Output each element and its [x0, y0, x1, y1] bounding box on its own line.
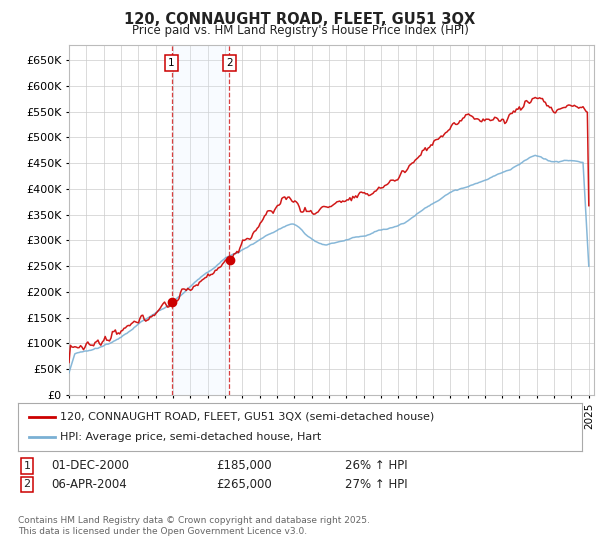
Text: 1: 1	[168, 58, 175, 68]
Text: 06-APR-2004: 06-APR-2004	[51, 478, 127, 491]
Text: HPI: Average price, semi-detached house, Hart: HPI: Average price, semi-detached house,…	[60, 432, 322, 442]
Text: 120, CONNAUGHT ROAD, FLEET, GU51 3QX: 120, CONNAUGHT ROAD, FLEET, GU51 3QX	[124, 12, 476, 27]
Text: 2: 2	[23, 479, 31, 489]
Text: £265,000: £265,000	[216, 478, 272, 491]
Bar	[172, 45, 229, 395]
Text: Contains HM Land Registry data © Crown copyright and database right 2025.
This d: Contains HM Land Registry data © Crown c…	[18, 516, 370, 536]
Text: 01-DEC-2000: 01-DEC-2000	[51, 459, 129, 473]
Text: 26% ↑ HPI: 26% ↑ HPI	[345, 459, 407, 473]
Text: 2: 2	[226, 58, 233, 68]
Text: Price paid vs. HM Land Registry's House Price Index (HPI): Price paid vs. HM Land Registry's House …	[131, 24, 469, 36]
Text: 120, CONNAUGHT ROAD, FLEET, GU51 3QX (semi-detached house): 120, CONNAUGHT ROAD, FLEET, GU51 3QX (se…	[60, 412, 434, 422]
Text: 27% ↑ HPI: 27% ↑ HPI	[345, 478, 407, 491]
Text: £185,000: £185,000	[216, 459, 272, 473]
Text: 1: 1	[23, 461, 31, 471]
